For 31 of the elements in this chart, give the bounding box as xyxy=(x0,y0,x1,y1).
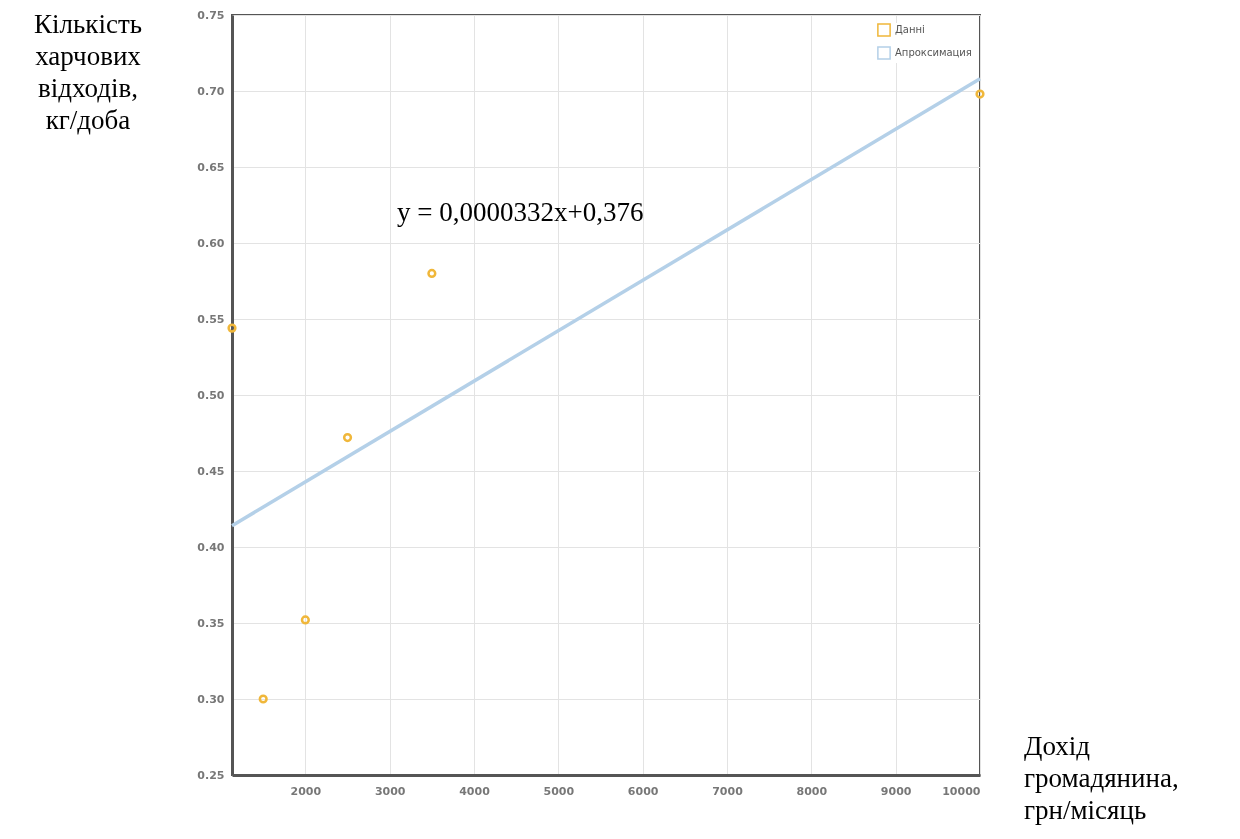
y-tick-label: 0.25 xyxy=(197,768,225,782)
legend-label: Апроксимация xyxy=(895,47,972,58)
x-axis-title: Дохід громадянина, грн/місяць xyxy=(1024,731,1179,825)
y-tick-label: 0.30 xyxy=(197,692,225,706)
x-tick-label: 2000 xyxy=(290,784,322,798)
legend-label: Данні xyxy=(895,24,925,35)
y-tick-label: 0.70 xyxy=(197,84,225,98)
x-tick-label: 6000 xyxy=(627,784,659,798)
annotation: y = 0,0000332x+0,376 xyxy=(397,197,644,227)
x-tick-label: 9000 xyxy=(880,784,912,798)
point xyxy=(342,432,353,443)
y-tick-label: 0.35 xyxy=(197,616,225,630)
x-tick-label: 8000 xyxy=(796,784,828,798)
y-tick-label: 0.50 xyxy=(197,388,225,402)
y-tick-label: 0.65 xyxy=(197,160,225,174)
y-tick-label: 0.60 xyxy=(197,236,225,250)
y-tick-label: 0.55 xyxy=(197,312,225,326)
y-axis-title: Кількість харчових відходів, кг/доба xyxy=(33,9,142,135)
y-tick-label: 0.45 xyxy=(197,464,225,478)
point xyxy=(975,89,985,99)
point xyxy=(427,268,437,278)
x-tick-label: 5000 xyxy=(543,784,575,798)
x-tick-label: 7000 xyxy=(712,784,744,798)
point xyxy=(300,615,310,625)
y-tick-label: 0.75 xyxy=(197,8,225,22)
x-tick-label: 4000 xyxy=(459,784,491,798)
point xyxy=(258,694,268,704)
x-tick-label: 3000 xyxy=(374,784,406,798)
x-tick-label: 10000 xyxy=(942,784,981,798)
y-tick-label: 0.40 xyxy=(197,540,225,554)
point xyxy=(227,323,237,333)
